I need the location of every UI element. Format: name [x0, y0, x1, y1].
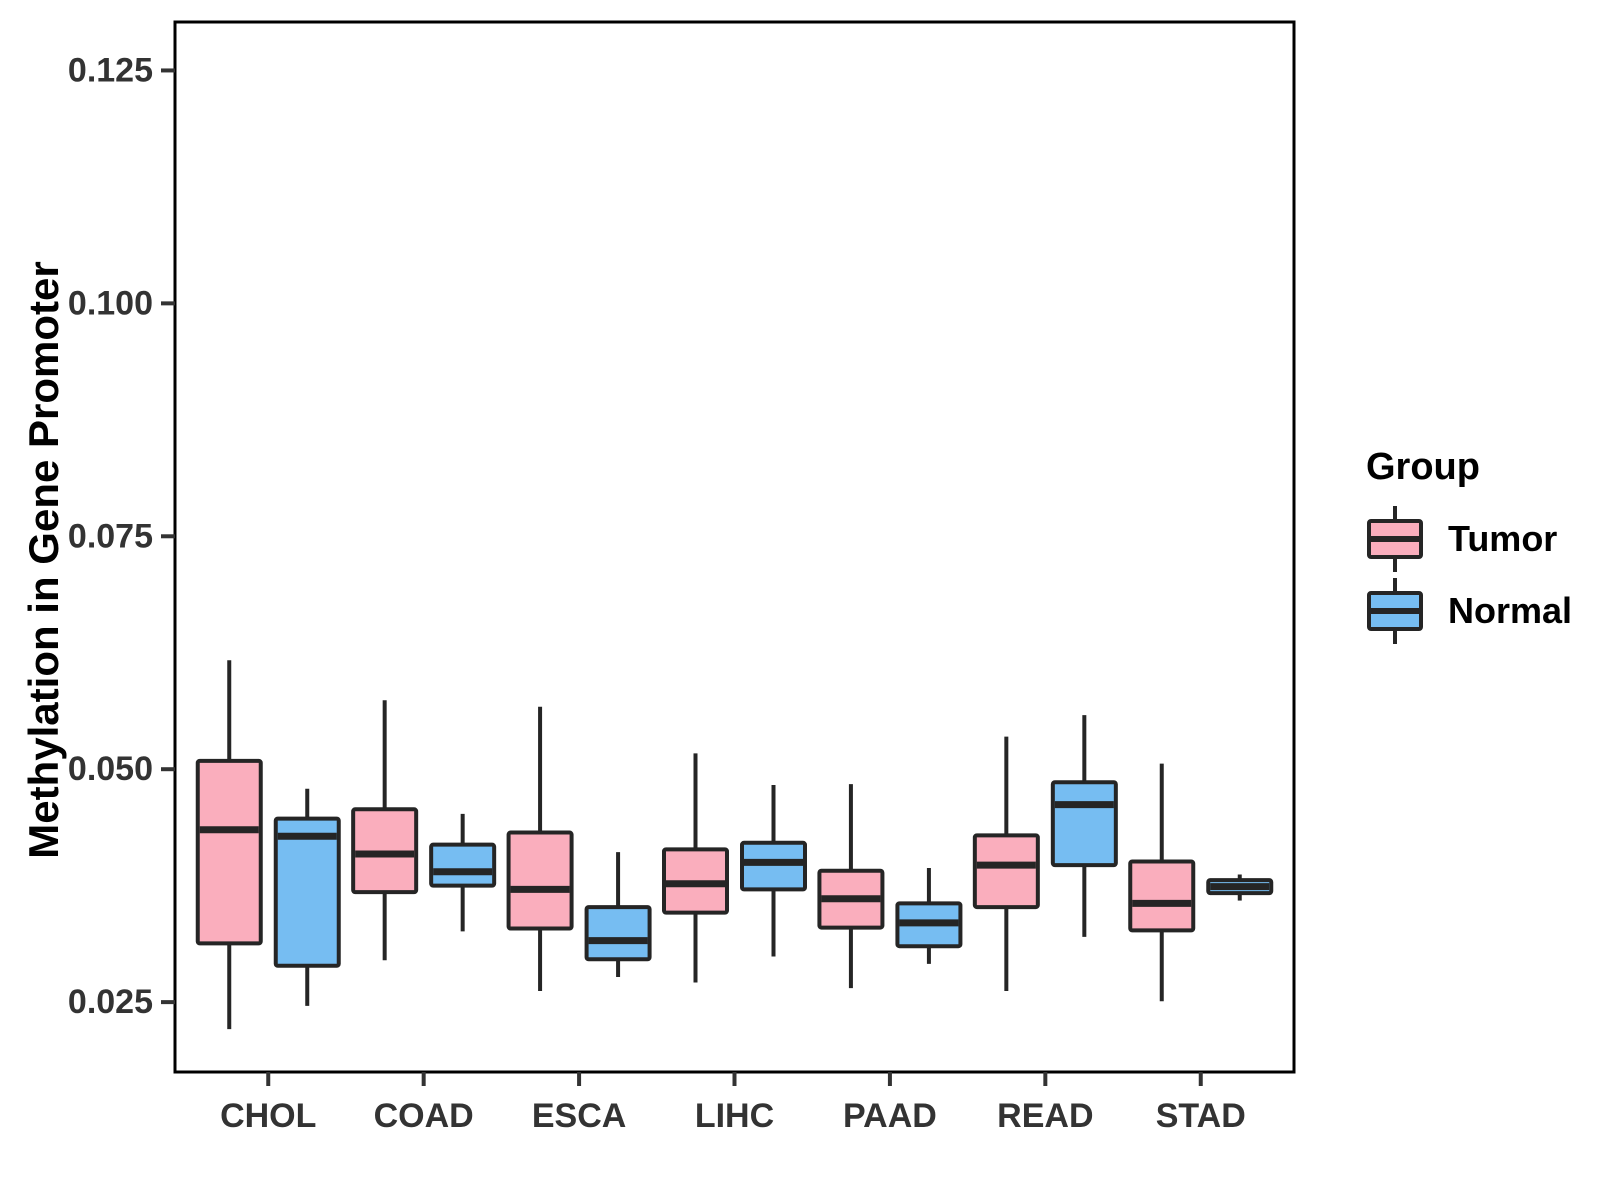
- box-esca-normal: [584, 905, 652, 962]
- box-read-normal: [1050, 780, 1118, 868]
- x-tick-label-lihc: LIHC: [695, 1097, 774, 1135]
- legend-entry-tumor: Tumor: [1364, 503, 1572, 575]
- y-tick-label: 0.025: [68, 983, 153, 1021]
- box-chol-tumor: [195, 758, 263, 946]
- box-stad-tumor: [1128, 859, 1196, 933]
- legend: Group Tumor Normal: [1364, 446, 1572, 647]
- x-tick-label-stad: STAD: [1156, 1097, 1246, 1135]
- x-tick-label-esca: ESCA: [532, 1097, 626, 1135]
- y-tick-label: 0.075: [68, 517, 153, 555]
- box-coad-normal: [429, 842, 497, 888]
- legend-label-normal: Normal: [1448, 590, 1573, 631]
- box-esca-tumor: [506, 830, 574, 931]
- tumor-boxplot-key-icon: [1367, 506, 1423, 572]
- box-chol-normal: [273, 816, 341, 968]
- normal-boxplot-key-icon: [1367, 578, 1423, 644]
- y-tick-label: 0.125: [68, 51, 153, 89]
- y-tick-label: 0.050: [68, 750, 153, 788]
- x-tick-label-chol: CHOL: [220, 1097, 316, 1135]
- x-tick-label-read: READ: [997, 1097, 1093, 1135]
- y-axis-title: Methylation in Gene Promoter: [20, 261, 67, 859]
- legend-title: Group: [1366, 446, 1480, 488]
- x-tick-label-paad: PAAD: [843, 1097, 937, 1135]
- box-read-tumor: [972, 833, 1040, 910]
- y-tick-label: 0.100: [68, 284, 153, 322]
- box-lihc-normal: [740, 840, 807, 892]
- legend-label-tumor: Tumor: [1448, 518, 1558, 559]
- panel-border: [173, 20, 1296, 1074]
- legend-entry-normal: Normal: [1364, 575, 1572, 647]
- x-tick-label-coad: COAD: [374, 1097, 474, 1135]
